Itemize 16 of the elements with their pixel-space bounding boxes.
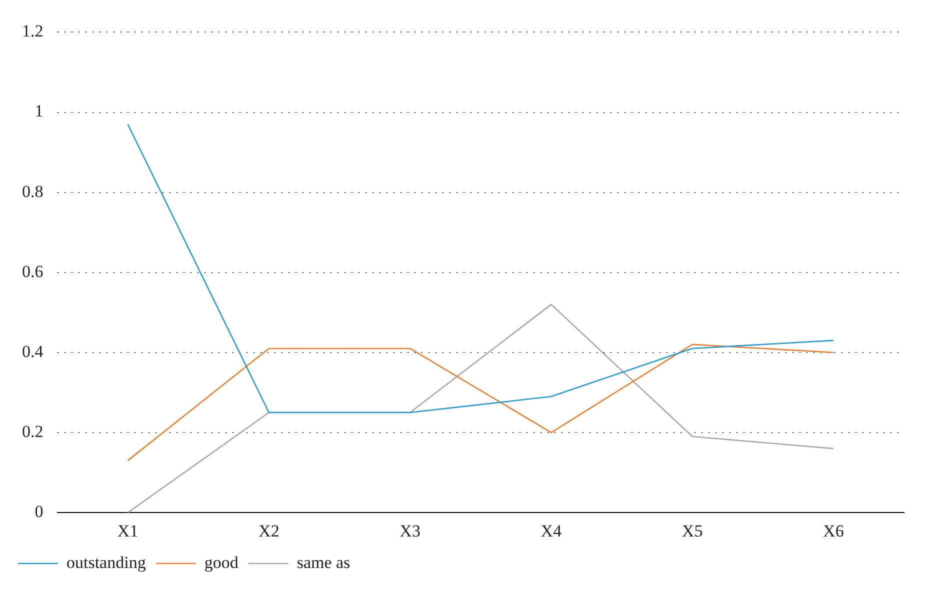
y-tick-label: 0.2 xyxy=(22,422,44,441)
x-tick-label: X1 xyxy=(117,521,138,540)
x-tick-label: X6 xyxy=(823,521,844,540)
x-tick-label: X4 xyxy=(540,521,562,540)
y-tick-label: 0.6 xyxy=(22,262,44,281)
legend-label: good xyxy=(204,552,239,572)
x-tick-label: X2 xyxy=(258,521,280,540)
y-tick-label: 1 xyxy=(34,102,44,121)
legend-label: same as xyxy=(296,552,350,572)
legend-label: outstanding xyxy=(66,552,146,572)
y-tick-label: 0.8 xyxy=(22,182,44,201)
x-tick-label: X3 xyxy=(400,521,420,540)
y-tick-label: 1.2 xyxy=(22,22,44,41)
y-tick-label: 0.4 xyxy=(22,342,44,361)
x-tick-label: X5 xyxy=(682,521,703,540)
y-tick-label: 0 xyxy=(34,502,44,522)
